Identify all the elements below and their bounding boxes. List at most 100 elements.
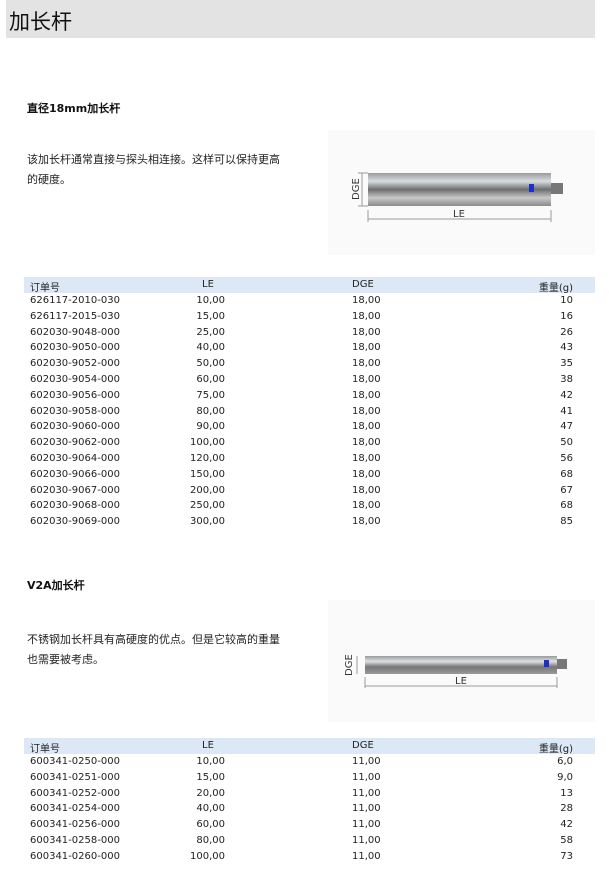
cell-le: 20,00 bbox=[196, 787, 225, 799]
cell-order-number: 602030-9056-000 bbox=[30, 389, 120, 401]
table-row: 600341-0256-000 60,00 11,00 42 bbox=[24, 817, 595, 833]
column-header-le: LE bbox=[202, 279, 214, 290]
section-title: 直径18mm加长杆 bbox=[27, 102, 121, 115]
table-row: 602030-9054-000 60,00 18,00 38 bbox=[24, 372, 595, 388]
cell-weight: 6,0 bbox=[557, 756, 573, 767]
cell-le: 50,00 bbox=[196, 358, 225, 370]
cell-dge: 18,00 bbox=[352, 516, 381, 528]
cell-order-number: 602030-9060-000 bbox=[30, 421, 120, 433]
table-row: 600341-0250-000 10,00 11,00 6,0 bbox=[24, 754, 595, 770]
cell-order-number: 602030-9048-000 bbox=[30, 326, 120, 338]
cell-le: 120,00 bbox=[190, 452, 225, 464]
cell-order-number: 600341-0254-000 bbox=[30, 803, 120, 815]
table-header: 订单号 LE DGE 重量(g) bbox=[24, 277, 595, 294]
cell-le: 60,00 bbox=[196, 373, 225, 385]
cell-le: 10,00 bbox=[196, 756, 225, 767]
cell-dge: 11,00 bbox=[352, 850, 381, 862]
cell-order-number: 600341-0250-000 bbox=[30, 756, 120, 767]
cell-dge: 18,00 bbox=[352, 437, 381, 449]
table-row: 602030-9056-000 75,00 18,00 42 bbox=[24, 388, 595, 404]
cell-dge: 18,00 bbox=[352, 421, 381, 433]
extension-rod-diagram: DGE LE bbox=[328, 600, 595, 722]
cell-order-number: 602030-9064-000 bbox=[30, 452, 120, 464]
cell-order-number: 602030-9052-000 bbox=[30, 358, 120, 370]
section-title: V2A加长杆 bbox=[27, 579, 85, 592]
cell-weight: 35 bbox=[560, 358, 573, 370]
cell-weight: 50 bbox=[560, 437, 573, 449]
cell-order-number: 602030-9050-000 bbox=[30, 342, 120, 354]
page-header: 加长杆 bbox=[6, 0, 595, 38]
column-header-order-number: 订单号 bbox=[30, 744, 60, 755]
cell-dge: 11,00 bbox=[352, 771, 381, 783]
cell-dge: 18,00 bbox=[352, 358, 381, 370]
cell-dge: 18,00 bbox=[352, 405, 381, 417]
table-row: 602030-9067-000 200,00 18,00 67 bbox=[24, 483, 595, 499]
cell-order-number: 600341-0256-000 bbox=[30, 819, 120, 831]
cell-order-number: 626117-2010-030 bbox=[30, 295, 120, 306]
extension-rod-diagram: DGE LE bbox=[328, 130, 595, 255]
cell-dge: 18,00 bbox=[352, 373, 381, 385]
table-row: 600341-0252-000 20,00 11,00 13 bbox=[24, 786, 595, 802]
cell-weight: 10 bbox=[560, 295, 573, 306]
cell-order-number: 600341-0260-000 bbox=[30, 850, 120, 862]
cell-weight: 9,0 bbox=[557, 771, 573, 783]
section-description: 不锈钢加长杆具有高硬度的优点。但是它较高的重量也需要被考虑。 bbox=[27, 633, 280, 666]
table-row: 602030-9050-000 40,00 18,00 43 bbox=[24, 340, 595, 356]
product-table: 订单号 LE DGE 重量(g) 626117-2010-030 10,00 18,00 10… bbox=[24, 277, 595, 530]
cell-weight: 42 bbox=[560, 819, 573, 831]
cell-le: 250,00 bbox=[190, 500, 225, 512]
cell-dge: 18,00 bbox=[352, 326, 381, 338]
cell-order-number: 602030-9066-000 bbox=[30, 468, 120, 480]
cell-dge: 11,00 bbox=[352, 803, 381, 815]
cell-weight: 47 bbox=[560, 421, 573, 433]
cell-order-number: 602030-9068-000 bbox=[30, 500, 120, 512]
cell-dge: 11,00 bbox=[352, 756, 381, 767]
cell-dge: 18,00 bbox=[352, 310, 381, 322]
cell-dge: 11,00 bbox=[352, 834, 381, 846]
cell-le: 40,00 bbox=[196, 803, 225, 815]
cell-le: 80,00 bbox=[196, 405, 225, 417]
cell-weight: 42 bbox=[560, 389, 573, 401]
column-header-le: LE bbox=[202, 740, 214, 751]
table-row: 602030-9069-000 300,00 18,00 85 bbox=[24, 514, 595, 530]
cell-order-number: 602030-9058-000 bbox=[30, 405, 120, 417]
cell-le: 300,00 bbox=[190, 516, 225, 528]
table-row: 602030-9062-000 100,00 18,00 50 bbox=[24, 435, 595, 451]
cell-le: 60,00 bbox=[196, 819, 225, 831]
cell-le: 100,00 bbox=[190, 850, 225, 862]
cell-weight: 56 bbox=[560, 452, 573, 464]
cell-dge: 18,00 bbox=[352, 342, 381, 354]
cell-dge: 18,00 bbox=[352, 468, 381, 480]
table-row: 602030-9048-000 25,00 18,00 26 bbox=[24, 325, 595, 341]
cell-le: 90,00 bbox=[196, 421, 225, 433]
cell-weight: 41 bbox=[560, 405, 573, 417]
cell-dge: 18,00 bbox=[352, 389, 381, 401]
cell-weight: 38 bbox=[560, 373, 573, 385]
table-row: 602030-9064-000 120,00 18,00 56 bbox=[24, 451, 595, 467]
section-description: 该加长杆通常直接与探头相连接。这样可以保持更高的硬度。 bbox=[27, 153, 280, 186]
cell-order-number: 602030-9067-000 bbox=[30, 484, 120, 496]
cell-le: 150,00 bbox=[190, 468, 225, 480]
table-row: 602030-9068-000 250,00 18,00 68 bbox=[24, 498, 595, 514]
cell-weight: 28 bbox=[560, 803, 573, 815]
cell-weight: 73 bbox=[560, 850, 573, 862]
column-header-dge: DGE bbox=[352, 740, 374, 751]
cell-order-number: 602030-9069-000 bbox=[30, 516, 120, 528]
cell-le: 40,00 bbox=[196, 342, 225, 354]
cell-order-number: 626117-2015-030 bbox=[30, 310, 120, 322]
column-header-weight: 重量(g) bbox=[538, 744, 573, 755]
cell-weight: 85 bbox=[560, 516, 573, 528]
cell-weight: 58 bbox=[560, 834, 573, 846]
cell-le: 200,00 bbox=[190, 484, 225, 496]
cell-weight: 16 bbox=[560, 310, 573, 322]
column-header-dge: DGE bbox=[352, 279, 374, 290]
cell-weight: 13 bbox=[560, 787, 573, 799]
table-row: 600341-0260-000 100,00 11,00 73 bbox=[24, 849, 595, 865]
cell-le: 75,00 bbox=[196, 389, 225, 401]
cell-dge: 18,00 bbox=[352, 295, 381, 306]
cell-weight: 67 bbox=[560, 484, 573, 496]
cell-order-number: 600341-0258-000 bbox=[30, 834, 120, 846]
cell-le: 25,00 bbox=[196, 326, 225, 338]
cell-dge: 18,00 bbox=[352, 452, 381, 464]
page-title: 加长杆 bbox=[9, 10, 72, 34]
